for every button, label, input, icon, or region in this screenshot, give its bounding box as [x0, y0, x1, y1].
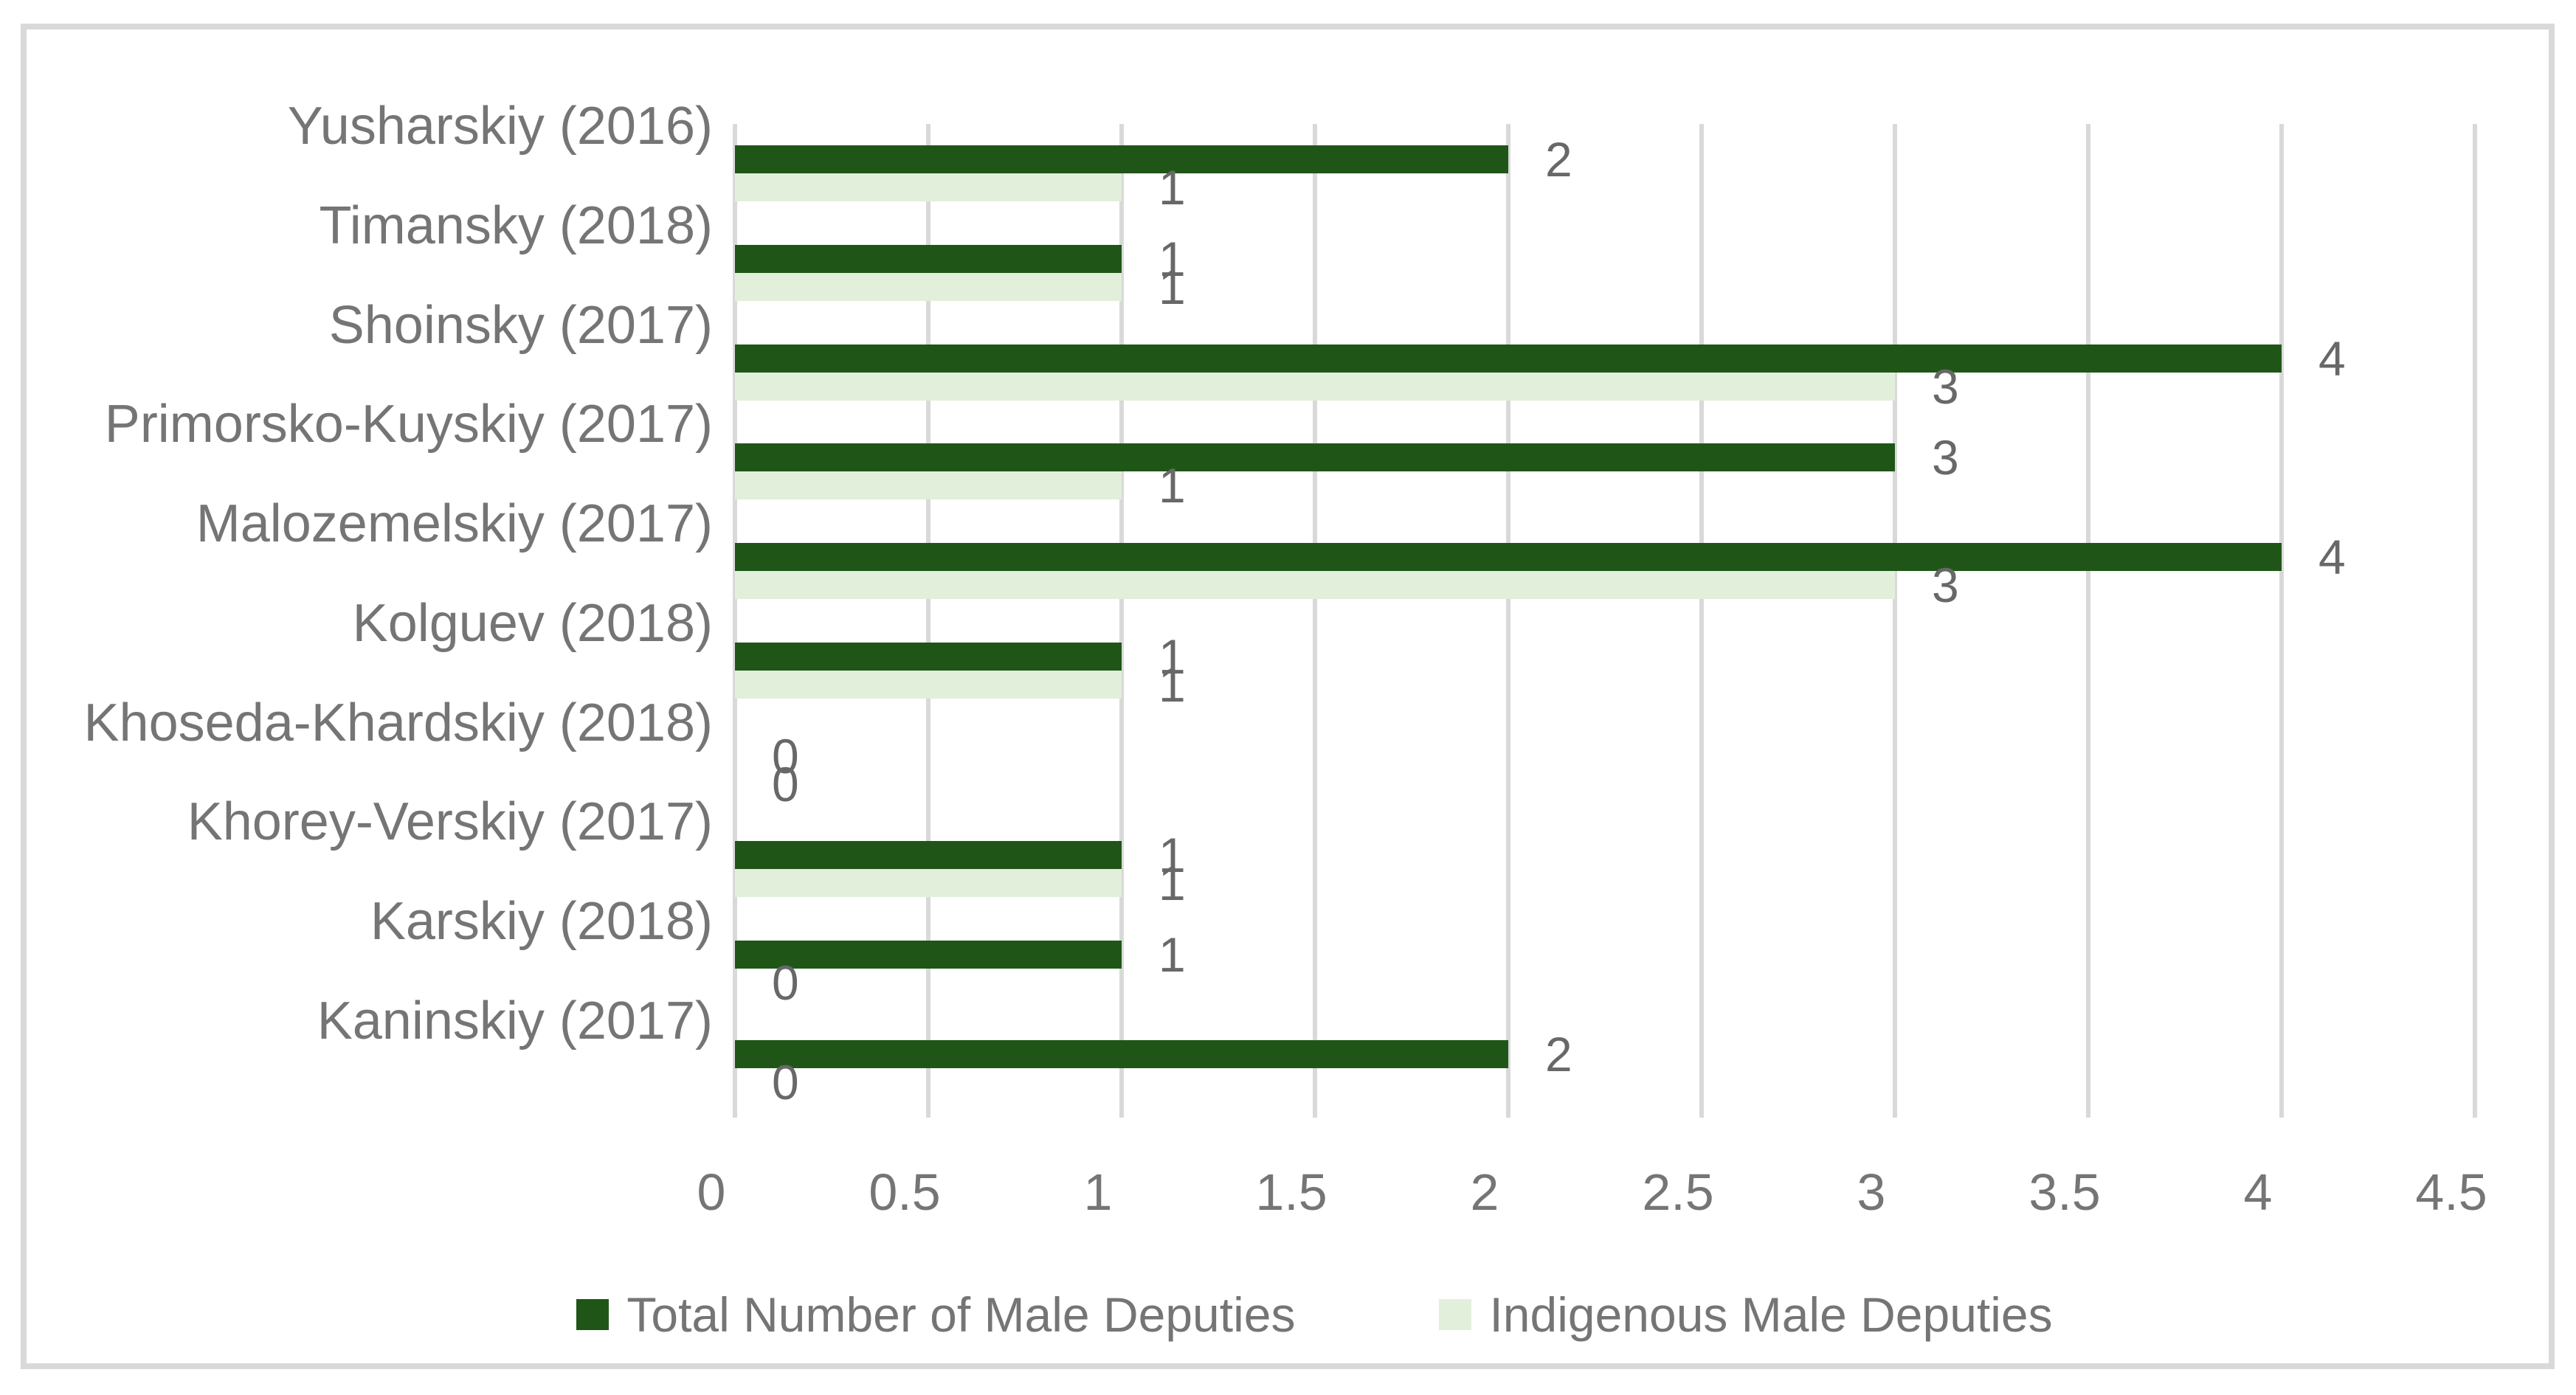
x-tick-label-2: 2: [1470, 1163, 1499, 1221]
indigenous-bar-Malozemelskiy (2017): [735, 571, 1895, 600]
legend-label-indigenous: Indigenous Male Deputies: [1489, 1287, 2053, 1342]
total-bar-Khorey-Verskiy (2017): [735, 841, 1122, 870]
data-label-indigenous-Khorey-Verskiy (2017): 1: [1158, 856, 1186, 911]
total-bar-Timansky (2018): [735, 245, 1122, 274]
data-label-total-Kolguev (2018): 1: [1158, 629, 1186, 684]
x-tick-label-4: 4: [2243, 1163, 2273, 1221]
category-label-Primorsko-Kuyskiy (2017): Primorsko-Kuyskiy (2017): [104, 395, 713, 454]
gridline-x-0: [733, 124, 737, 1118]
data-label-indigenous-Timansky (2018): 1: [1158, 260, 1186, 315]
indigenous-bar-Timansky (2018): [735, 273, 1122, 302]
category-label-Timansky (2018): Timansky (2018): [319, 196, 714, 256]
data-label-total-Malozemelskiy (2017): 4: [2318, 530, 2346, 585]
data-label-indigenous-Shoinsky (2017): 3: [1932, 359, 1959, 414]
data-label-total-Khoseda-Khardskiy (2018): 0: [772, 728, 799, 783]
data-label-total-Kaninskiy (2017): 2: [1545, 1026, 1572, 1081]
category-label-Karskiy (2018): Karskiy (2018): [370, 891, 713, 951]
indigenous-bar-Shoinsky (2017): [735, 372, 1895, 401]
category-label-Yusharskiy (2016): Yusharskiy (2016): [287, 97, 713, 156]
x-tick-label-3: 3: [1857, 1163, 1886, 1221]
data-label-indigenous-Karskiy (2018): 0: [772, 955, 799, 1010]
gridline-x-2: [1506, 124, 1510, 1118]
x-tick-label-1: 1: [1083, 1163, 1113, 1221]
gridline-x-4: [2279, 124, 2284, 1118]
gridline-x-2.5: [1699, 124, 1704, 1118]
legend-item-total-male-deputies: Total Number of Male Deputies: [576, 1287, 1295, 1343]
total-bar-Yusharskiy (2016): [735, 145, 1508, 174]
indigenous-bar-Kolguev (2018): [735, 670, 1122, 699]
gridline-x-1.5: [1313, 124, 1317, 1118]
data-label-total-Shoinsky (2017): 4: [2318, 330, 2346, 386]
category-label-Kolguev (2018): Kolguev (2018): [352, 593, 713, 653]
total-bar-Malozemelskiy (2017): [735, 543, 2282, 572]
data-label-indigenous-Malozemelskiy (2017): 3: [1932, 558, 1959, 613]
legend-label-total: Total Number of Male Deputies: [626, 1287, 1296, 1342]
legend-item-indigenous-male-deputies: Indigenous Male Deputies: [1439, 1287, 2053, 1343]
legend-swatch-total-icon: [576, 1299, 610, 1330]
data-label-total-Khorey-Verskiy (2017): 1: [1158, 828, 1186, 883]
data-label-total-Timansky (2018): 1: [1158, 232, 1186, 287]
legend: Total Number of Male Deputies Indigenous…: [27, 1278, 2576, 1351]
gridline-x-3.5: [2086, 124, 2090, 1118]
total-bar-Primorsko-Kuyskiy (2017): [735, 443, 1895, 472]
category-label-Khorey-Verskiy (2017): Khorey-Verskiy (2017): [187, 792, 713, 852]
total-bar-Kaninskiy (2017): [735, 1039, 1508, 1068]
x-tick-label-4.5: 4.5: [2415, 1163, 2487, 1221]
category-label-Khoseda-Khardskiy (2018): Khoseda-Khardskiy (2018): [83, 693, 713, 752]
x-tick-label-0: 0: [697, 1163, 726, 1221]
total-bar-Shoinsky (2017): [735, 344, 2282, 373]
total-bar-Kolguev (2018): [735, 642, 1122, 671]
gridline-x-1: [1119, 124, 1124, 1118]
gridline-x-0.5: [926, 124, 930, 1118]
x-tick-label-3.5: 3.5: [2028, 1163, 2101, 1221]
gridline-x-3: [1893, 124, 1897, 1118]
indigenous-bar-Yusharskiy (2016): [735, 173, 1122, 202]
gridline-x-4.5: [2473, 124, 2477, 1118]
data-label-indigenous-Primorsko-Kuyskiy (2017): 1: [1158, 458, 1186, 513]
x-tick-label-0.5: 0.5: [869, 1163, 941, 1221]
x-tick-label-2.5: 2.5: [1642, 1163, 1714, 1221]
data-label-indigenous-Kaninskiy (2017): 0: [772, 1054, 799, 1110]
total-bar-Karskiy (2018): [735, 940, 1122, 969]
indigenous-bar-Primorsko-Kuyskiy (2017): [735, 471, 1122, 500]
indigenous-bar-Khorey-Verskiy (2017): [735, 869, 1122, 898]
category-label-Kaninskiy (2017): Kaninskiy (2017): [317, 991, 713, 1050]
data-label-indigenous-Khoseda-Khardskiy (2018): 0: [772, 756, 799, 811]
data-label-total-Yusharskiy (2016): 2: [1545, 132, 1572, 187]
data-label-total-Karskiy (2018): 1: [1158, 927, 1186, 982]
data-label-total-Primorsko-Kuyskiy (2017): 3: [1932, 430, 1959, 485]
data-label-indigenous-Kolguev (2018): 1: [1158, 657, 1186, 712]
category-label-Malozemelskiy (2017): Malozemelskiy (2017): [196, 494, 713, 554]
category-label-Shoinsky (2017): Shoinsky (2017): [328, 295, 713, 355]
legend-swatch-indigenous-icon: [1439, 1299, 1472, 1330]
data-label-indigenous-Yusharskiy (2016): 1: [1158, 160, 1186, 215]
x-tick-label-1.5: 1.5: [1255, 1163, 1327, 1221]
